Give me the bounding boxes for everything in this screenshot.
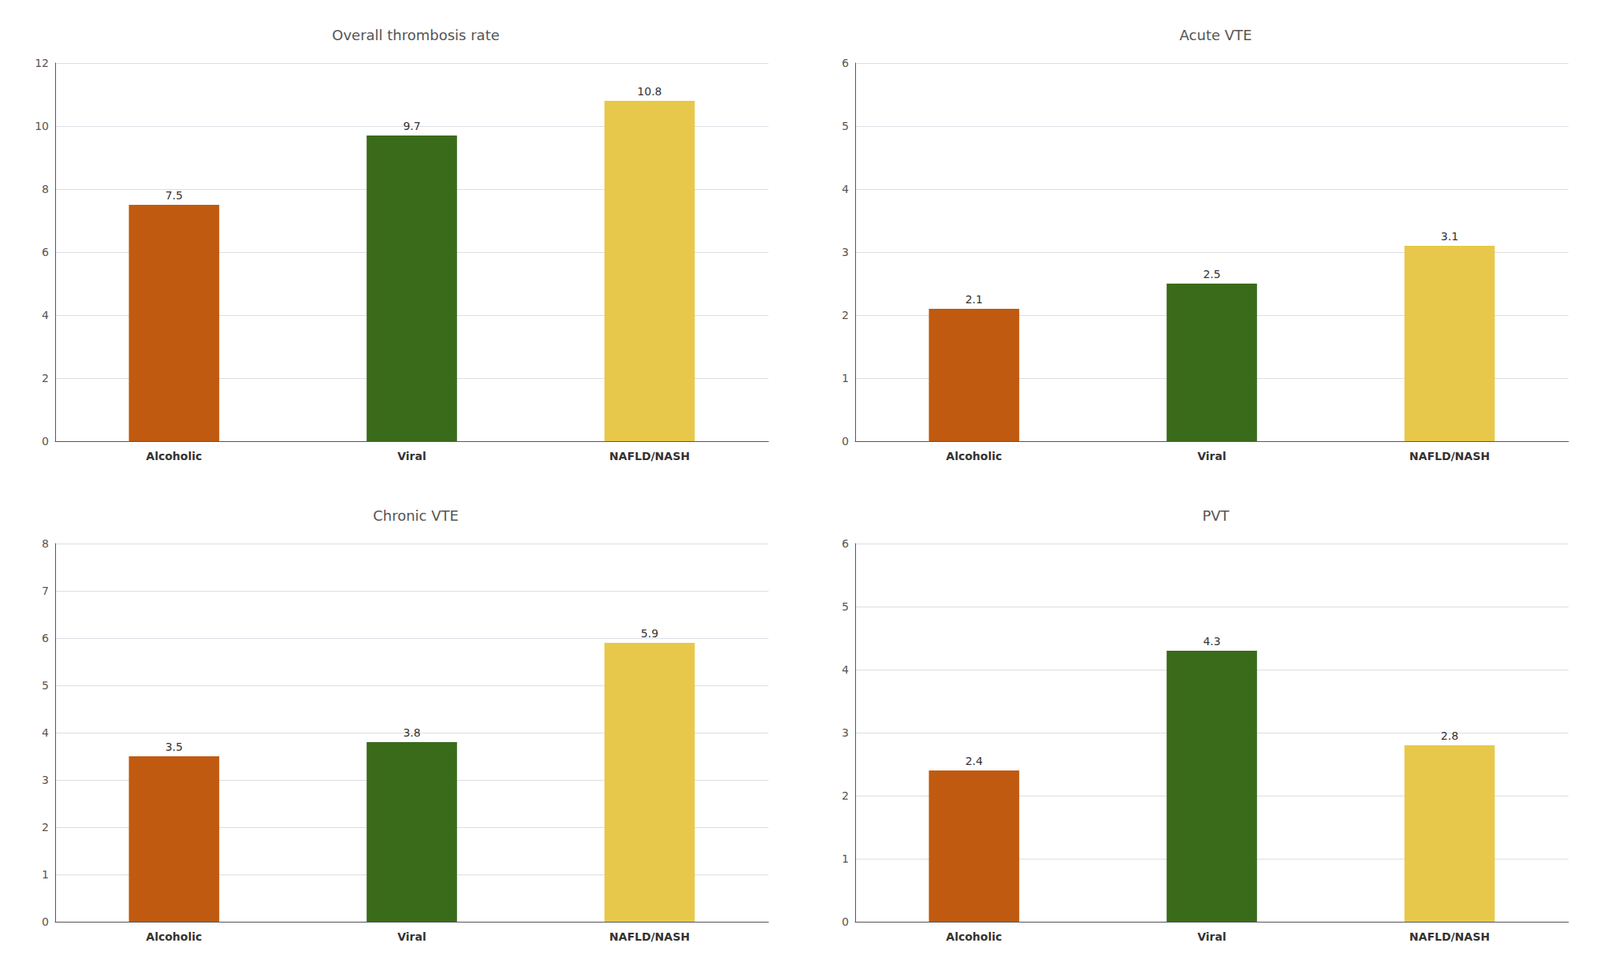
svg-text:Viral: Viral xyxy=(397,930,427,944)
svg-text:0: 0 xyxy=(841,435,849,448)
svg-text:4.3: 4.3 xyxy=(1202,635,1221,648)
svg-text:2: 2 xyxy=(41,372,49,385)
svg-text:1: 1 xyxy=(841,852,849,866)
svg-text:5: 5 xyxy=(41,679,49,693)
svg-text:0: 0 xyxy=(41,435,49,448)
svg-text:2.5: 2.5 xyxy=(1202,267,1221,281)
svg-text:1: 1 xyxy=(41,868,49,882)
svg-text:1: 1 xyxy=(841,372,849,385)
svg-text:6: 6 xyxy=(41,632,49,645)
svg-text:3.1: 3.1 xyxy=(1440,230,1459,243)
svg-text:2: 2 xyxy=(841,308,849,322)
svg-text:2.4: 2.4 xyxy=(965,755,983,768)
svg-text:10: 10 xyxy=(34,119,49,133)
svg-text:Overall thrombosis rate: Overall thrombosis rate xyxy=(331,26,500,44)
svg-text:7: 7 xyxy=(41,584,49,598)
svg-text:Viral: Viral xyxy=(1197,930,1227,944)
svg-text:4: 4 xyxy=(41,308,49,322)
svg-text:Alcoholic: Alcoholic xyxy=(145,930,202,944)
svg-text:7.5: 7.5 xyxy=(165,189,183,202)
svg-text:6: 6 xyxy=(841,56,849,70)
svg-text:4: 4 xyxy=(41,726,49,740)
svg-text:9.7: 9.7 xyxy=(402,119,421,133)
svg-text:3.8: 3.8 xyxy=(402,726,421,740)
svg-text:PVT: PVT xyxy=(1201,507,1230,525)
svg-text:2.8: 2.8 xyxy=(1440,729,1459,743)
svg-text:5.9: 5.9 xyxy=(640,627,659,640)
svg-text:2.1: 2.1 xyxy=(965,293,983,306)
svg-text:6: 6 xyxy=(841,537,849,551)
svg-text:NAFLD/NASH: NAFLD/NASH xyxy=(609,450,690,463)
svg-text:4: 4 xyxy=(841,182,849,196)
svg-text:Alcoholic: Alcoholic xyxy=(145,450,202,463)
svg-text:5: 5 xyxy=(841,600,849,614)
svg-text:Viral: Viral xyxy=(397,450,427,463)
svg-text:2: 2 xyxy=(41,821,49,834)
svg-text:3: 3 xyxy=(841,245,849,259)
svg-text:Alcoholic: Alcoholic xyxy=(945,930,1002,944)
svg-text:Acute VTE: Acute VTE xyxy=(1179,26,1253,44)
svg-text:5: 5 xyxy=(841,119,849,133)
svg-text:0: 0 xyxy=(841,915,849,929)
svg-text:NAFLD/NASH: NAFLD/NASH xyxy=(1409,930,1490,944)
svg-text:Chronic VTE: Chronic VTE xyxy=(372,507,459,525)
svg-text:NAFLD/NASH: NAFLD/NASH xyxy=(1409,450,1490,463)
svg-text:3: 3 xyxy=(41,773,49,787)
svg-text:2: 2 xyxy=(841,789,849,803)
svg-text:3.5: 3.5 xyxy=(165,740,183,754)
svg-text:10.8: 10.8 xyxy=(637,85,663,98)
svg-text:8: 8 xyxy=(41,182,49,196)
svg-text:Viral: Viral xyxy=(1197,450,1227,463)
svg-text:0: 0 xyxy=(41,915,49,929)
svg-text:12: 12 xyxy=(34,56,49,70)
svg-text:8: 8 xyxy=(41,537,49,551)
svg-text:NAFLD/NASH: NAFLD/NASH xyxy=(609,930,690,944)
svg-text:Alcoholic: Alcoholic xyxy=(945,450,1002,463)
svg-text:6: 6 xyxy=(41,245,49,259)
svg-text:3: 3 xyxy=(841,726,849,740)
svg-text:4: 4 xyxy=(841,663,849,677)
